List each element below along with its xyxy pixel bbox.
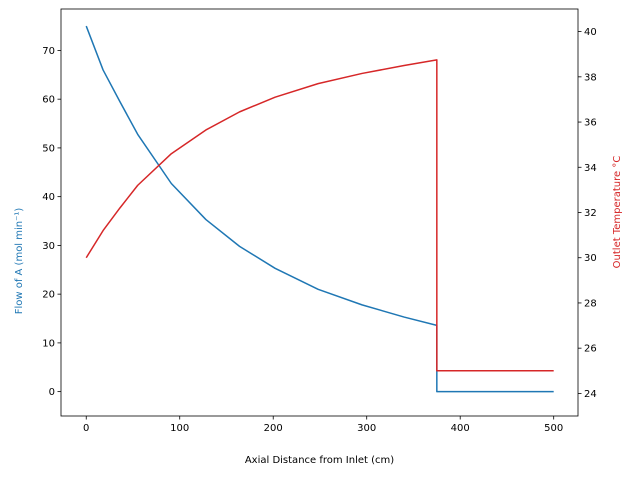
y-right-tick-label: 36 xyxy=(584,118,597,129)
series-line-left xyxy=(85,25,554,393)
y-axis-right-title: Outlet Temperature °C xyxy=(612,156,623,269)
y-right-tick-label: 38 xyxy=(584,72,597,83)
x-tick-label: 300 xyxy=(357,423,376,434)
x-axis-title: Axial Distance from Inlet (cm) xyxy=(245,455,394,466)
y-right-tick-label: 30 xyxy=(584,253,597,264)
y-left-tick-label: 50 xyxy=(42,143,55,154)
plot-frame xyxy=(60,8,579,417)
plot-lines xyxy=(85,25,554,393)
x-tick-label: 500 xyxy=(544,423,563,434)
y-left-tick-label: 70 xyxy=(42,46,55,57)
y-left-tick-label: 60 xyxy=(42,95,55,106)
y-left-tick-label: 30 xyxy=(42,241,55,252)
x-tick-label: 0 xyxy=(83,423,89,434)
y-left-tick-label: 20 xyxy=(42,290,55,301)
y-right-tick-label: 26 xyxy=(584,344,597,355)
y-right-tick-label: 28 xyxy=(584,298,597,309)
x-tick-label: 400 xyxy=(451,423,470,434)
x-tick-label: 200 xyxy=(264,423,283,434)
y-left-tick-label: 0 xyxy=(49,387,55,398)
y-left-tick-label: 10 xyxy=(42,338,55,349)
y-axis-left-title: Flow of A (mol min⁻¹) xyxy=(14,208,25,315)
y-right-tick-label: 34 xyxy=(584,163,597,174)
y-right-tick-label: 40 xyxy=(584,27,597,38)
y-right-tick-label: 24 xyxy=(584,389,597,400)
series-line-right xyxy=(85,59,554,372)
y-left-tick-label: 40 xyxy=(42,192,55,203)
axis-ticks: 0 100 200 300 400 500 0 10 20 30 40 50 60 70 24 26 28 30 3… xyxy=(42,27,596,434)
x-tick-label: 100 xyxy=(170,423,189,434)
y-right-tick-label: 32 xyxy=(584,208,597,219)
